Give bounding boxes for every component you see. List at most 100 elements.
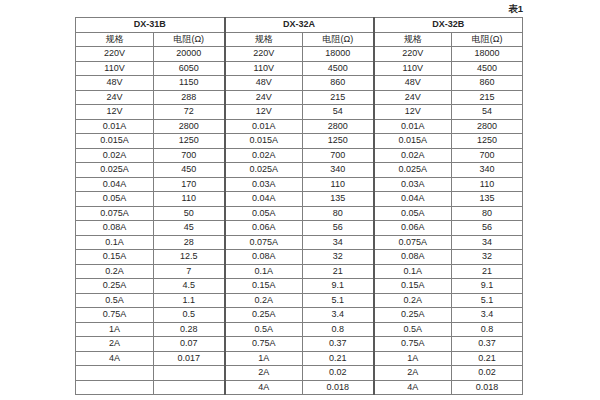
resistance-cell: 9.1: [303, 279, 374, 294]
table-row: 0.1A280.075A340.075A34: [76, 235, 523, 250]
spec-cell: 4A: [374, 380, 452, 395]
spec-cell: 0.75A: [374, 337, 452, 352]
resistance-cell: 56: [452, 221, 523, 236]
table-row: 0.025A4500.025A3400.025A340: [76, 163, 523, 178]
resistance-cell: 3.4: [303, 308, 374, 323]
resistance-cell: 20000: [154, 47, 225, 62]
resistance-cell: 54: [303, 105, 374, 120]
spec-cell: 2A: [225, 366, 303, 381]
resistance-cell: 72: [154, 105, 225, 120]
spec-cell: 220V: [374, 47, 452, 62]
table-row: 0.25A4.50.15A9.10.15A9.1: [76, 279, 523, 294]
spec-cell: 0.01A: [76, 119, 154, 134]
resistance-cell: 0.018: [452, 380, 523, 395]
spec-cell: 0.08A: [76, 221, 154, 236]
resistance-cell: [154, 380, 225, 395]
resistance-cell: 18000: [303, 47, 374, 62]
table-row: 0.2A70.1A210.1A21: [76, 264, 523, 279]
resistance-cell: 32: [303, 250, 374, 265]
spec-cell: 24V: [76, 90, 154, 105]
resistance-cell: 2800: [303, 119, 374, 134]
resistance-cell: 0.28: [154, 322, 225, 337]
resistance-header: 电阻(Ω): [303, 32, 374, 47]
resistance-cell: 860: [303, 76, 374, 91]
table-row: 0.05A1100.04A1350.04A135: [76, 192, 523, 207]
resistance-cell: 1250: [452, 134, 523, 149]
resistance-cell: 0.21: [452, 351, 523, 366]
resistance-cell: 0.8: [452, 322, 523, 337]
table-row: 0.015A12500.015A12500.015A1250: [76, 134, 523, 149]
spec-cell: 0.015A: [374, 134, 452, 149]
spec-cell: 0.05A: [225, 206, 303, 221]
spec-cell: 0.03A: [374, 177, 452, 192]
spec-cell: 0.025A: [225, 163, 303, 178]
resistance-cell: 18000: [452, 47, 523, 62]
resistance-cell: 288: [154, 90, 225, 105]
spec-cell: 0.1A: [225, 264, 303, 279]
spec-cell: 1A: [76, 322, 154, 337]
spec-cell: [76, 366, 154, 381]
resistance-cell: 135: [452, 192, 523, 207]
spec-cell: 0.04A: [76, 177, 154, 192]
spec-cell: 12V: [76, 105, 154, 120]
spec-cell: 0.25A: [374, 308, 452, 323]
resistance-cell: 0.07: [154, 337, 225, 352]
spec-cell: 0.025A: [374, 163, 452, 178]
resistance-header: 电阻(Ω): [154, 32, 225, 47]
table-row: 220V20000220V18000220V18000: [76, 47, 523, 62]
resistance-cell: 9.1: [452, 279, 523, 294]
spec-cell: 0.02A: [76, 148, 154, 163]
spec-cell: 110V: [76, 61, 154, 76]
spec-cell: 48V: [374, 76, 452, 91]
resistance-cell: 4.5: [154, 279, 225, 294]
spec-cell: 0.75A: [225, 337, 303, 352]
resistance-cell: 1250: [303, 134, 374, 149]
table-row: 0.075A500.05A800.05A80: [76, 206, 523, 221]
resistance-cell: 2800: [452, 119, 523, 134]
group-header-dx32a: DX-32A: [225, 18, 374, 33]
table-caption: 表1: [75, 3, 525, 16]
spec-cell: 4A: [76, 351, 154, 366]
spec-cell: 110V: [225, 61, 303, 76]
spec-header: 规格: [225, 32, 303, 47]
resistance-cell: 170: [154, 177, 225, 192]
group-header-row: DX-31B DX-32A DX-32B: [76, 18, 523, 33]
resistance-cell: 28: [154, 235, 225, 250]
spec-cell: 0.5A: [225, 322, 303, 337]
spec-cell: 0.075A: [225, 235, 303, 250]
spec-header: 规格: [76, 32, 154, 47]
resistance-cell: 4500: [452, 61, 523, 76]
spec-cell: 0.02A: [225, 148, 303, 163]
spec-cell: 0.08A: [225, 250, 303, 265]
resistance-cell: 5.1: [452, 293, 523, 308]
resistance-cell: 12.5: [154, 250, 225, 265]
spec-cell: 0.02A: [374, 148, 452, 163]
resistance-cell: 700: [303, 148, 374, 163]
group-header-dx32b: DX-32B: [374, 18, 523, 33]
resistance-cell: 5.1: [303, 293, 374, 308]
resistance-cell: 340: [452, 163, 523, 178]
resistance-cell: 80: [452, 206, 523, 221]
spec-cell: 12V: [374, 105, 452, 120]
spec-cell: 0.2A: [225, 293, 303, 308]
table-row: 1A0.280.5A0.80.5A0.8: [76, 322, 523, 337]
resistance-cell: 215: [452, 90, 523, 105]
resistance-cell: 0.8: [303, 322, 374, 337]
resistance-cell: 110: [303, 177, 374, 192]
resistance-cell: 32: [452, 250, 523, 265]
spec-cell: 0.75A: [76, 308, 154, 323]
table-row: 12V7212V5412V54: [76, 105, 523, 120]
resistance-cell: 0.017: [154, 351, 225, 366]
spec-cell: 0.025A: [76, 163, 154, 178]
resistance-cell: 21: [303, 264, 374, 279]
spec-cell: 0.015A: [225, 134, 303, 149]
resistance-cell: 450: [154, 163, 225, 178]
spec-cell: 0.04A: [374, 192, 452, 207]
resistance-cell: 0.5: [154, 308, 225, 323]
table-row: 4A0.0171A0.211A0.21: [76, 351, 523, 366]
spec-cell: 0.15A: [76, 250, 154, 265]
spec-cell: 12V: [225, 105, 303, 120]
resistance-cell: 7: [154, 264, 225, 279]
resistance-cell: 54: [452, 105, 523, 120]
spec-cell: 0.01A: [225, 119, 303, 134]
